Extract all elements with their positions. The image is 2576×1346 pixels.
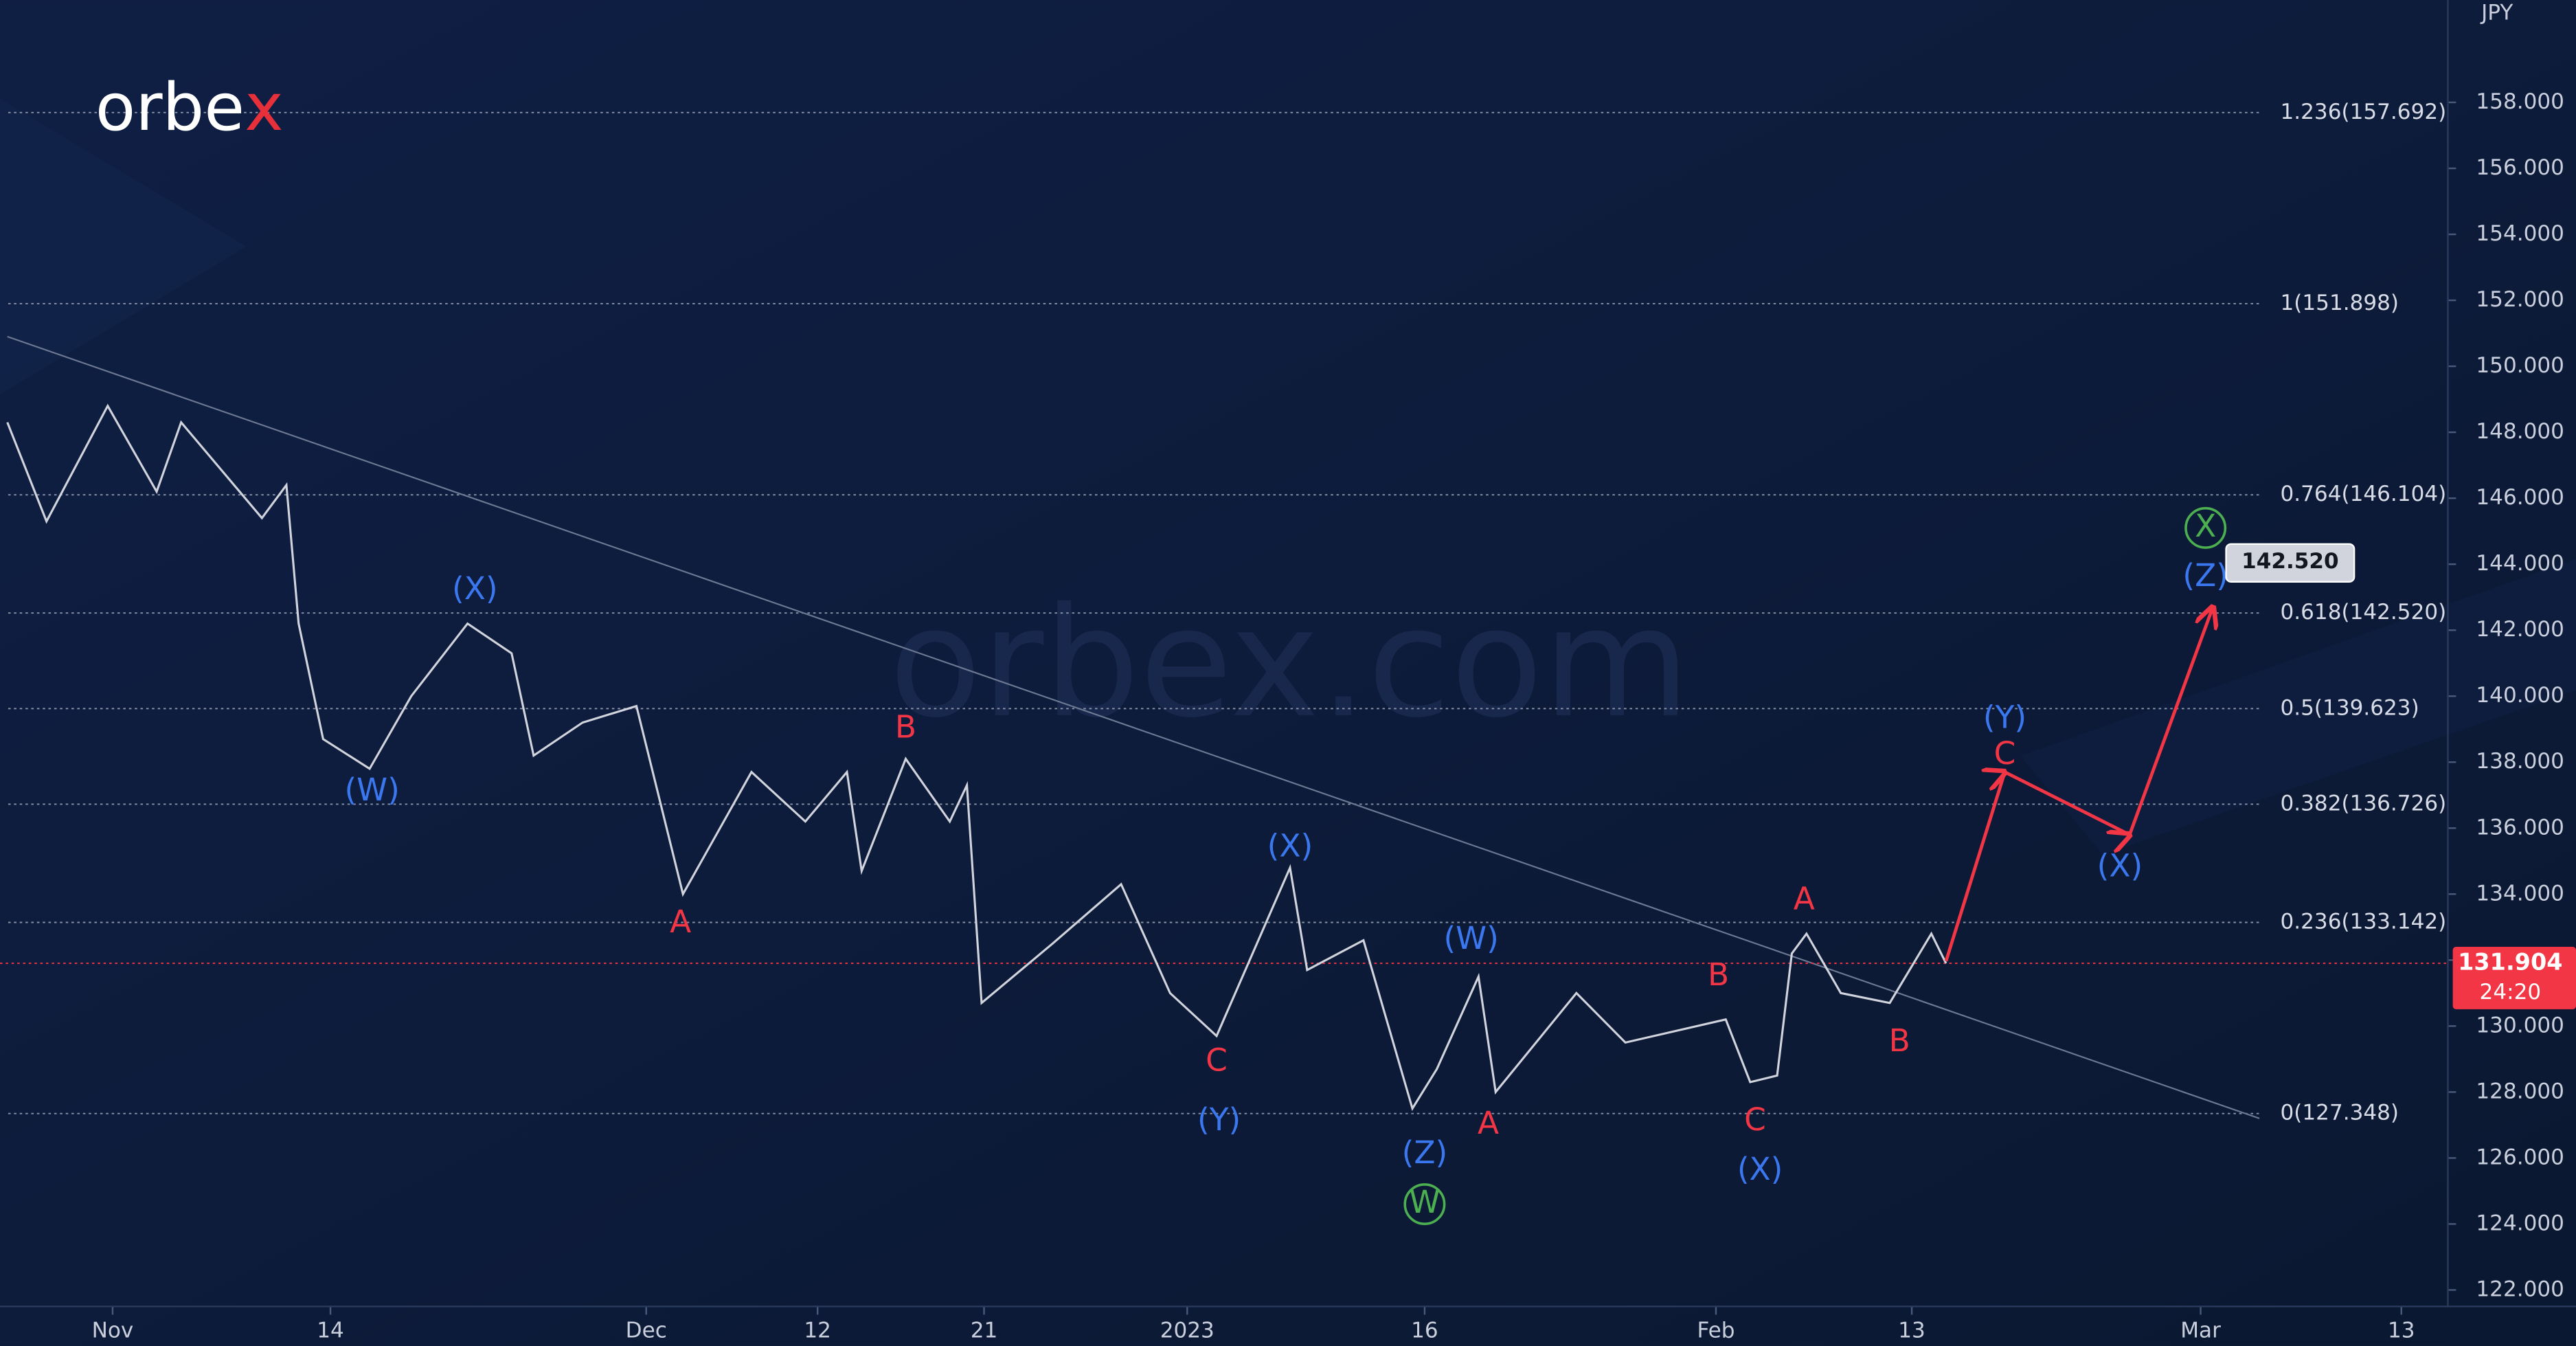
y-tick-label: 122.000 [2476, 1277, 2564, 1301]
wave-label: A [1478, 1105, 1499, 1141]
y-tick-label: 158.000 [2476, 89, 2564, 114]
y-tick-label: 124.000 [2476, 1211, 2564, 1235]
x-tick-label: 13 [2388, 1318, 2415, 1343]
wave-label: (X) [1267, 828, 1313, 864]
fib-label: 1.236(157.692) [2281, 100, 2447, 124]
wave-label: (X) [2097, 847, 2143, 884]
wave-label: X [2195, 508, 2216, 544]
y-tick-label: 148.000 [2476, 419, 2564, 444]
wave-circle [2184, 506, 2227, 549]
series-line [6, 403, 1947, 1112]
wave-label: (Z) [2182, 557, 2228, 594]
y-tick-label: 128.000 [2476, 1079, 2564, 1103]
wave-label: C [1206, 1042, 1228, 1079]
x-tick-label: 14 [317, 1318, 344, 1343]
wave-circle [1403, 1183, 1446, 1226]
y-tick-label: 130.000 [2476, 1013, 2564, 1037]
wave-label: (X) [1737, 1151, 1783, 1187]
wave-label: C [1744, 1101, 1766, 1138]
wave-label: (X) [452, 570, 498, 607]
x-tick-label: 21 [971, 1318, 998, 1343]
x-tick-label: Feb [1697, 1318, 1735, 1343]
y-tick-label: 138.000 [2476, 749, 2564, 774]
wave-label: B [1708, 956, 1729, 993]
y-tick-label: 154.000 [2476, 221, 2564, 246]
target-label: 142.520 [2241, 549, 2339, 574]
price-label: 131.904 [2458, 948, 2562, 975]
wave-label: (Y) [1197, 1101, 1241, 1138]
logo-main: orbe [95, 69, 245, 146]
y-tick-label: 152.000 [2476, 287, 2564, 312]
y-tick-label: 146.000 [2476, 485, 2564, 510]
target-badge [2225, 543, 2355, 583]
fib-label: 1(151.898) [2281, 291, 2399, 315]
x-tick-label: 2023 [1160, 1318, 1214, 1343]
fib-label: 0.236(133.142) [2281, 909, 2447, 934]
price-badge [2452, 947, 2576, 1009]
fib-label: 0(127.348) [2281, 1101, 2399, 1125]
y-tick-label: 140.000 [2476, 683, 2564, 708]
trendline [7, 335, 2260, 1119]
wave-label: C [1994, 735, 2016, 772]
x-tick-label: Dec [626, 1318, 667, 1343]
decor [0, 98, 247, 395]
y-tick-label: 126.000 [2476, 1145, 2564, 1169]
fib-label: 0.618(142.520) [2281, 600, 2447, 625]
series-line [1944, 607, 2213, 962]
wave-label: A [670, 904, 691, 940]
currency: JPY [2480, 0, 2513, 25]
fib-label: 0.764(146.104) [2281, 482, 2447, 506]
wave-label: A [1794, 880, 1815, 917]
wave-label: (W) [344, 772, 399, 808]
x-tick-label: Nov [92, 1318, 134, 1343]
y-tick-label: 144.000 [2476, 551, 2564, 576]
watermark: orbex.com [889, 575, 1690, 751]
wave-label: (Y) [1983, 699, 2026, 735]
y-tick-label: 134.000 [2476, 881, 2564, 906]
y-tick-label: 150.000 [2476, 353, 2564, 378]
logo-accent: x [245, 69, 284, 146]
x-tick-label: 13 [1898, 1318, 1925, 1343]
y-tick-label: 156.000 [2476, 155, 2564, 180]
x-tick-label: Mar [2180, 1318, 2221, 1343]
logo: orbex [95, 69, 284, 146]
countdown: 24:20 [2480, 980, 2542, 1005]
y-tick-label: 136.000 [2476, 815, 2564, 840]
x-tick-label: 16 [1411, 1318, 1438, 1343]
wave-label: B [895, 709, 916, 745]
fib-label: 0.5(139.623) [2281, 695, 2419, 720]
wave-label: B [1889, 1022, 1910, 1059]
wave-label: W [1409, 1184, 1440, 1220]
wave-label: (Z) [1402, 1134, 1448, 1171]
fib-label: 0.382(136.726) [2281, 791, 2447, 816]
wave-label: (W) [1443, 920, 1498, 956]
x-tick-label: 12 [804, 1318, 831, 1343]
y-tick-label: 142.000 [2476, 617, 2564, 642]
